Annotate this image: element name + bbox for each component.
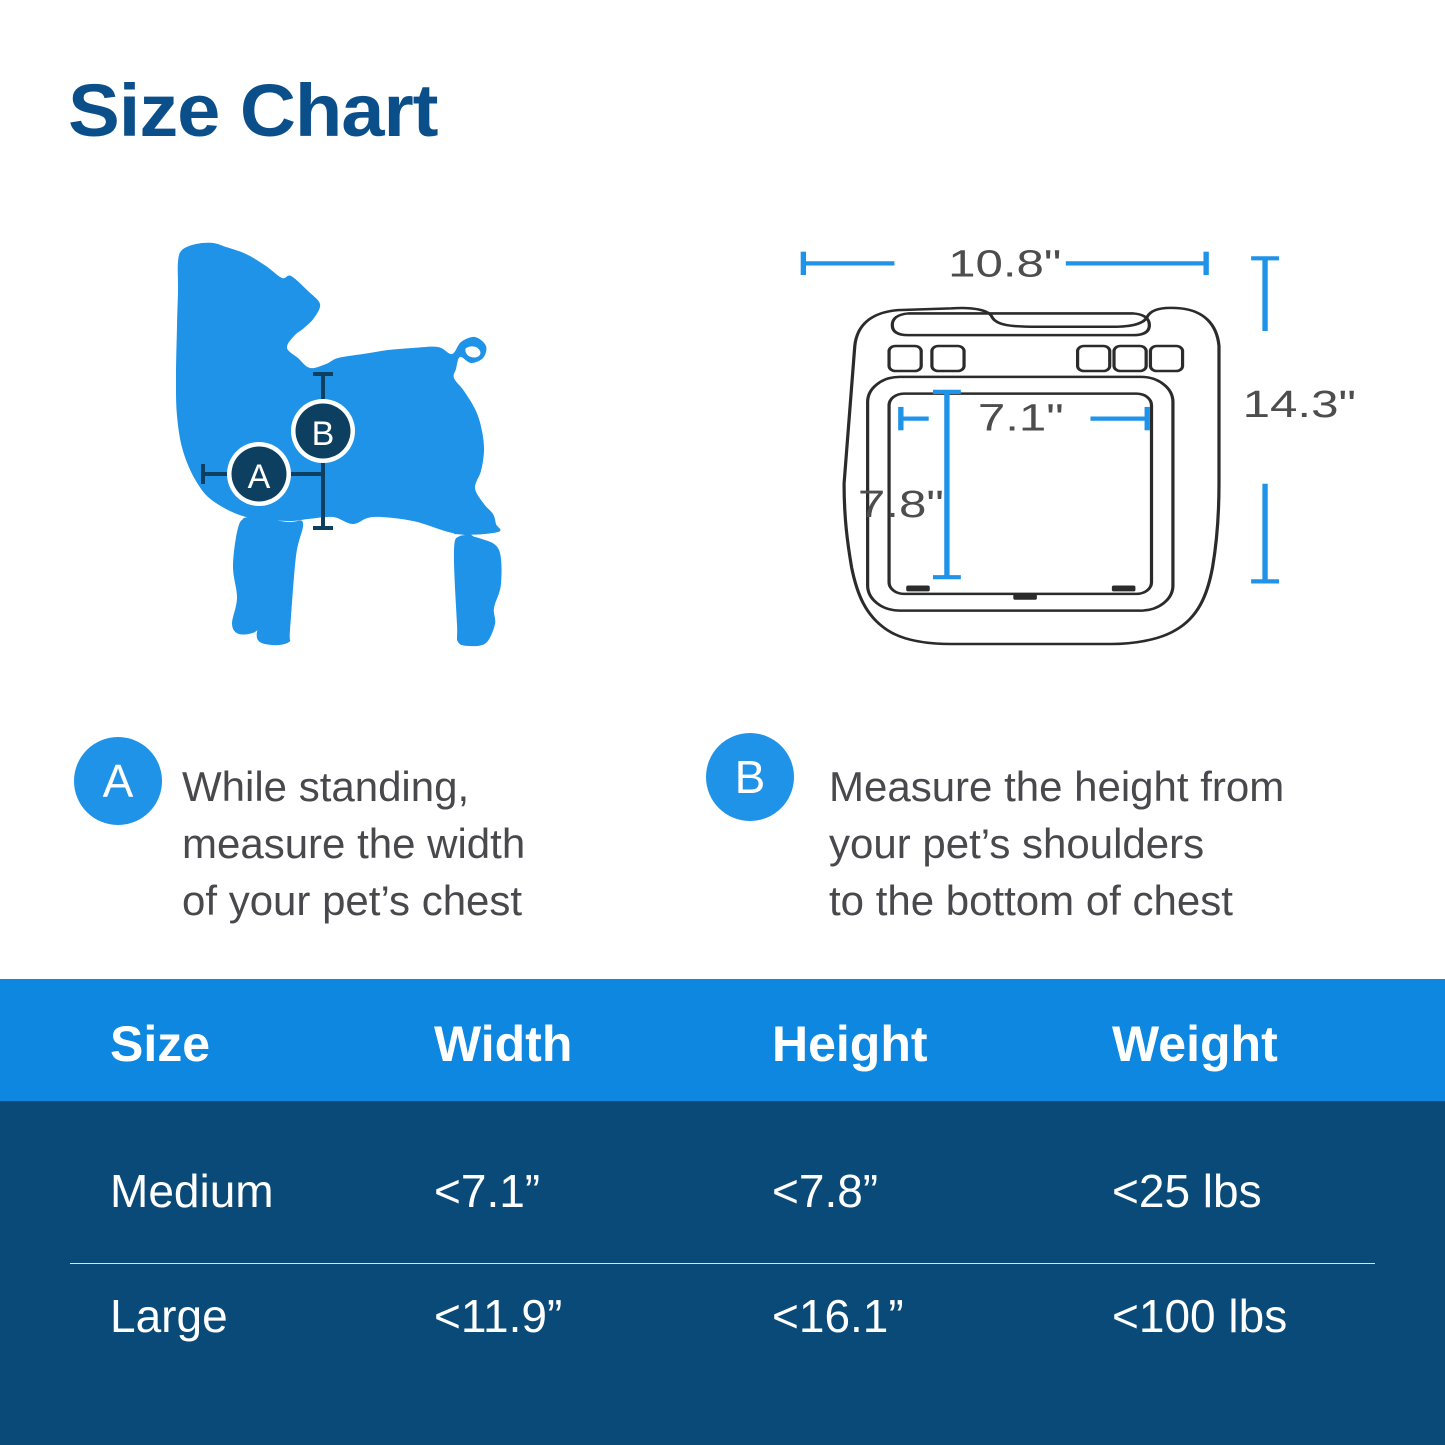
svg-text:14.3": 14.3": [1243, 383, 1356, 426]
svg-text:7.8": 7.8": [858, 483, 944, 526]
svg-text:A: A: [248, 458, 271, 496]
svg-text:B: B: [312, 415, 335, 453]
svg-text:7.1": 7.1": [978, 396, 1064, 439]
svg-text:10.8": 10.8": [948, 243, 1061, 286]
